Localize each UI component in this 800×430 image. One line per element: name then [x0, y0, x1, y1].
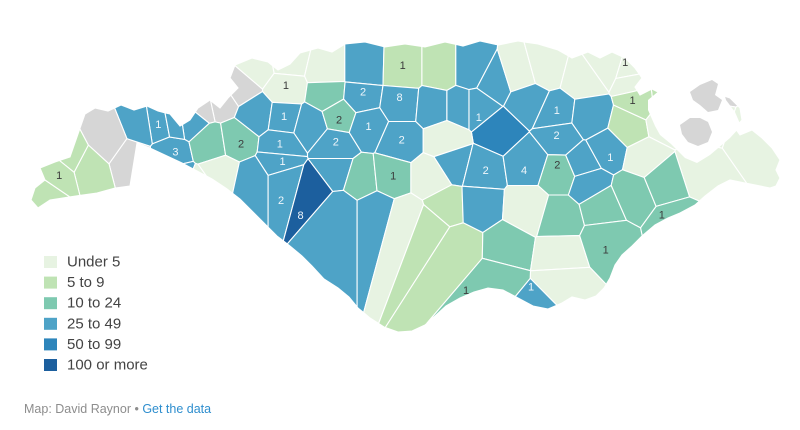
svg-text:1: 1 [603, 245, 609, 257]
svg-text:2: 2 [399, 135, 405, 147]
svg-text:1: 1 [629, 95, 635, 107]
svg-text:2: 2 [333, 136, 339, 148]
svg-text:2: 2 [336, 115, 342, 127]
svg-text:1: 1 [476, 112, 482, 124]
svg-text:1: 1 [56, 170, 62, 182]
svg-text:2: 2 [360, 86, 366, 98]
svg-text:2: 2 [278, 195, 284, 207]
svg-text:25 to 49: 25 to 49 [67, 315, 121, 332]
svg-text:1: 1 [554, 105, 560, 117]
svg-text:5 to 9: 5 to 9 [67, 274, 105, 291]
svg-text:2: 2 [483, 165, 489, 177]
svg-text:2: 2 [554, 130, 560, 142]
svg-text:2: 2 [554, 160, 560, 172]
svg-text:1: 1 [366, 121, 372, 133]
svg-text:Under 5: Under 5 [67, 254, 120, 271]
svg-text:1: 1 [400, 60, 406, 72]
svg-text:1: 1 [463, 285, 469, 297]
svg-text:1: 1 [622, 57, 628, 69]
svg-text:8: 8 [298, 210, 304, 222]
svg-text:10 to 24: 10 to 24 [67, 295, 121, 312]
svg-text:3: 3 [172, 147, 178, 159]
svg-text:1: 1 [280, 156, 286, 168]
svg-text:100 or more: 100 or more [67, 357, 148, 374]
svg-text:1: 1 [390, 171, 396, 183]
svg-text:1: 1 [528, 281, 534, 293]
svg-text:1: 1 [277, 138, 283, 150]
svg-text:2: 2 [238, 138, 244, 150]
svg-text:8: 8 [396, 92, 402, 104]
svg-text:50 to 99: 50 to 99 [67, 336, 121, 353]
svg-text:4: 4 [521, 165, 527, 177]
svg-text:1: 1 [659, 210, 665, 222]
svg-text:1: 1 [281, 111, 287, 123]
svg-text:1: 1 [607, 152, 613, 164]
svg-text:1: 1 [283, 80, 289, 92]
svg-text:1: 1 [155, 119, 161, 131]
